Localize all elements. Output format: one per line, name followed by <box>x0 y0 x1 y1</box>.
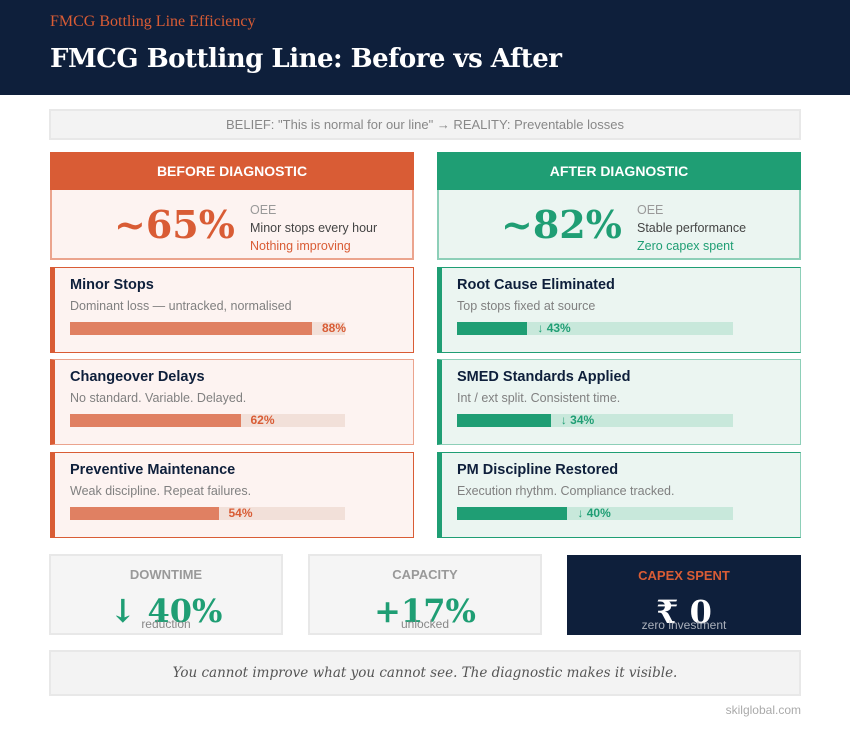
after-card-root-cause: Root Cause Eliminated Top stops fixed at… <box>437 267 801 353</box>
after-oee-note: Zero capex spent <box>637 239 734 253</box>
before-column-header: BEFORE DIAGNOSTIC <box>50 152 414 190</box>
progress-track: 62% <box>70 413 345 427</box>
after-oee-sub: Stable performance <box>637 221 747 235</box>
progress-track: 54% <box>70 506 345 520</box>
progress-fill <box>457 414 551 427</box>
after-card-smed: SMED Standards Applied Int / ext split. … <box>437 359 801 445</box>
stat-value: +17% <box>374 592 476 630</box>
card-title: Changeover Delays <box>70 369 205 385</box>
belief-banner: BELIEF: "This is normal for our line" → … <box>49 109 801 140</box>
before-card-preventive-maintenance: Preventive Maintenance Weak discipline. … <box>50 452 414 538</box>
header-kicker: FMCG Bottling Line Efficiency <box>50 13 256 30</box>
after-oee-value: ~82% <box>501 202 622 247</box>
after-oee-text: OEE Stable performance Zero capex spent <box>637 201 746 255</box>
before-card-changeover-delays: Changeover Delays No standard. Variable.… <box>50 359 414 445</box>
stat-note: zero investment <box>641 618 727 632</box>
page-title: FMCG Bottling Line: Before vs After <box>50 44 562 74</box>
before-oee-sub: Minor stops every hour <box>250 221 378 235</box>
progress-track: 88% <box>70 321 347 335</box>
after-oee-label: OEE <box>637 203 664 217</box>
card-title: PM Discipline Restored <box>457 462 619 478</box>
card-subtitle: No standard. Variable. Delayed. <box>70 391 247 405</box>
progress-track: ↓ 34% <box>457 413 733 427</box>
after-column-header: AFTER DIAGNOSTIC <box>437 152 801 190</box>
progress-fill <box>70 507 219 520</box>
after-oee-box: ~82% OEE Stable performance Zero capex s… <box>437 190 801 260</box>
progress-percent: ↓ 43% <box>537 321 571 335</box>
card-title: SMED Standards Applied <box>457 369 631 385</box>
progress-track: ↓ 43% <box>457 321 733 335</box>
stat-value: ↓ 40% <box>109 592 223 630</box>
before-card-minor-stops: Minor Stops Dominant loss — untracked, n… <box>50 267 414 353</box>
page-header: FMCG Bottling Line Efficiency FMCG Bottl… <box>0 0 850 95</box>
stat-note: reduction <box>141 617 191 631</box>
stat-label: DOWNTIME <box>129 567 203 582</box>
progress-percent: 54% <box>228 506 253 520</box>
progress-fill <box>457 507 568 520</box>
card-title: Root Cause Eliminated <box>457 277 615 293</box>
closing-quote: You cannot improve what you cannot see. … <box>49 650 801 696</box>
progress-percent: 62% <box>250 413 275 427</box>
progress-fill <box>457 322 528 335</box>
progress-percent: 88% <box>322 321 347 335</box>
before-oee-value: ~65% <box>114 202 235 247</box>
card-subtitle: Execution rhythm. Compliance tracked. <box>457 484 675 498</box>
stat-label: CAPACITY <box>392 567 458 582</box>
stat-downtime: DOWNTIME ↓ 40% reduction <box>49 554 283 635</box>
card-subtitle: Weak discipline. Repeat failures. <box>70 484 252 498</box>
after-card-pm-discipline: PM Discipline Restored Execution rhythm.… <box>437 452 801 538</box>
stat-capacity: CAPACITY +17% unlocked <box>308 554 542 635</box>
progress-track: ↓ 40% <box>457 506 733 520</box>
before-oee-label: OEE <box>250 203 277 217</box>
stat-note: unlocked <box>400 617 450 631</box>
before-oee-box: ~65% OEE Minor stops every hour Nothing … <box>50 190 414 260</box>
stat-value: ₹ 0 <box>656 593 712 631</box>
progress-percent: ↓ 34% <box>560 413 595 427</box>
footer-source: skilglobal.com <box>725 703 801 717</box>
card-subtitle: Top stops fixed at source <box>457 299 596 313</box>
before-oee-text: OEE Minor stops every hour Nothing impro… <box>250 201 377 255</box>
progress-fill <box>70 322 312 335</box>
card-title: Preventive Maintenance <box>70 462 236 478</box>
card-subtitle: Dominant loss — untracked, normalised <box>70 299 292 313</box>
progress-fill <box>70 414 241 427</box>
card-title: Minor Stops <box>70 277 154 293</box>
progress-percent: ↓ 40% <box>577 506 611 520</box>
stat-label: CAPEX SPENT <box>638 568 730 583</box>
before-oee-note: Nothing improving <box>250 239 351 253</box>
stat-capex: CAPEX SPENT ₹ 0 zero investment <box>567 555 801 635</box>
card-subtitle: Int / ext split. Consistent time. <box>457 391 621 405</box>
